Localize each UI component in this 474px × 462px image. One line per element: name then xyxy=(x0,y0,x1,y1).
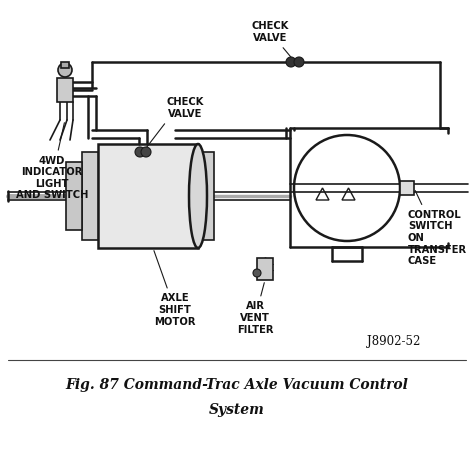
Ellipse shape xyxy=(189,144,207,248)
Text: AIR
VENT
FILTER: AIR VENT FILTER xyxy=(237,283,273,334)
Text: CONTROL
SWITCH
ON
TRANSFER
CASE: CONTROL SWITCH ON TRANSFER CASE xyxy=(408,190,467,266)
Bar xyxy=(198,152,214,240)
Bar xyxy=(61,62,69,68)
Text: 4WD
INDICATOR
LIGHT
AND SWITCH: 4WD INDICATOR LIGHT AND SWITCH xyxy=(16,123,88,201)
Circle shape xyxy=(58,63,72,77)
Text: CHECK
VALVE: CHECK VALVE xyxy=(145,97,204,150)
Bar xyxy=(257,258,273,280)
Text: J8902-52: J8902-52 xyxy=(366,335,420,348)
Circle shape xyxy=(141,147,151,157)
Circle shape xyxy=(294,57,304,67)
Bar xyxy=(57,78,73,102)
Text: AXLE
SHIFT
MOTOR: AXLE SHIFT MOTOR xyxy=(154,250,196,327)
Bar xyxy=(98,144,198,248)
Text: CHECK
VALVE: CHECK VALVE xyxy=(251,21,293,60)
Circle shape xyxy=(135,147,145,157)
Bar xyxy=(66,162,82,230)
Text: Fig. 87 Command-Trac Axle Vacuum Control: Fig. 87 Command-Trac Axle Vacuum Control xyxy=(65,378,409,392)
Circle shape xyxy=(286,57,296,67)
Circle shape xyxy=(253,269,261,277)
Bar xyxy=(140,148,146,156)
Text: System: System xyxy=(209,403,265,417)
Bar xyxy=(400,181,414,195)
Bar xyxy=(291,58,299,66)
Bar xyxy=(82,152,98,240)
